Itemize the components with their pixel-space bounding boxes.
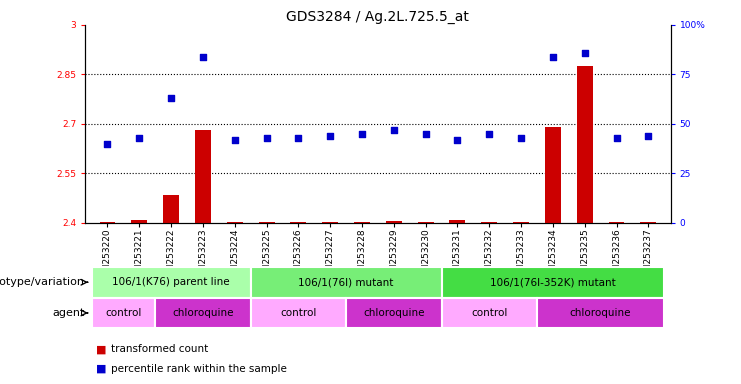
Point — [197, 53, 209, 60]
Point — [133, 135, 145, 141]
Text: chloroquine: chloroquine — [570, 308, 631, 318]
Bar — [545, 127, 561, 223]
Point — [611, 135, 622, 141]
Bar — [92, 298, 155, 328]
Point — [229, 137, 241, 143]
Point — [579, 50, 591, 56]
Point — [388, 127, 399, 133]
Bar — [131, 220, 147, 223]
Bar — [92, 267, 250, 298]
Text: genotype/variation: genotype/variation — [0, 277, 84, 287]
Text: 106/1(K76) parent line: 106/1(K76) parent line — [113, 277, 230, 287]
Bar — [640, 222, 657, 223]
Text: 106/1(76I) mutant: 106/1(76I) mutant — [299, 277, 393, 287]
Title: GDS3284 / Ag.2L.725.5_at: GDS3284 / Ag.2L.725.5_at — [287, 10, 469, 24]
Text: chloroquine: chloroquine — [363, 308, 425, 318]
Point — [261, 135, 273, 141]
Bar — [513, 222, 529, 223]
Bar — [250, 267, 442, 298]
Bar — [576, 66, 593, 223]
Point — [483, 131, 495, 137]
Text: ■: ■ — [96, 364, 107, 374]
Bar — [322, 222, 338, 223]
Bar — [195, 131, 211, 223]
Point — [102, 141, 113, 147]
Bar — [99, 222, 116, 223]
Bar — [482, 222, 497, 223]
Bar — [163, 195, 179, 223]
Bar — [354, 222, 370, 223]
Point — [356, 131, 368, 137]
Text: control: control — [280, 308, 316, 318]
Point — [451, 137, 463, 143]
Bar — [155, 298, 250, 328]
Point — [547, 53, 559, 60]
Bar — [346, 298, 442, 328]
Text: chloroquine: chloroquine — [172, 308, 233, 318]
Bar — [386, 222, 402, 223]
Text: agent: agent — [52, 308, 84, 318]
Point — [165, 95, 177, 101]
Bar — [227, 222, 243, 223]
Point — [293, 135, 305, 141]
Bar — [250, 298, 346, 328]
Text: control: control — [105, 308, 142, 318]
Bar — [608, 222, 625, 223]
Point — [515, 135, 527, 141]
Text: transformed count: transformed count — [111, 344, 208, 354]
Bar — [450, 220, 465, 223]
Point — [325, 132, 336, 139]
Bar — [442, 267, 664, 298]
Bar — [418, 222, 433, 223]
Point — [419, 131, 431, 137]
Bar — [259, 222, 274, 223]
Bar — [537, 298, 664, 328]
Bar — [290, 222, 306, 223]
Text: percentile rank within the sample: percentile rank within the sample — [111, 364, 287, 374]
Text: 106/1(76I-352K) mutant: 106/1(76I-352K) mutant — [490, 277, 616, 287]
Bar — [442, 298, 537, 328]
Text: control: control — [471, 308, 508, 318]
Point — [642, 132, 654, 139]
Text: ■: ■ — [96, 344, 107, 354]
